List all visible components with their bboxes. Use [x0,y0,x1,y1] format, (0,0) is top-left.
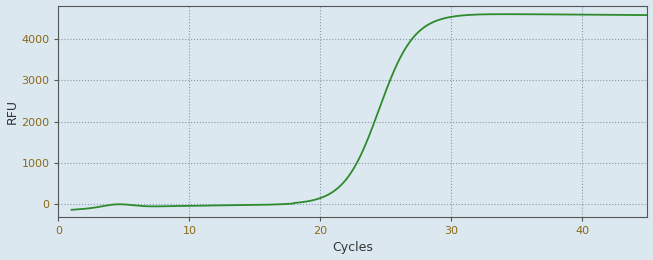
Y-axis label: RFU: RFU [6,99,18,124]
X-axis label: Cycles: Cycles [332,242,374,255]
